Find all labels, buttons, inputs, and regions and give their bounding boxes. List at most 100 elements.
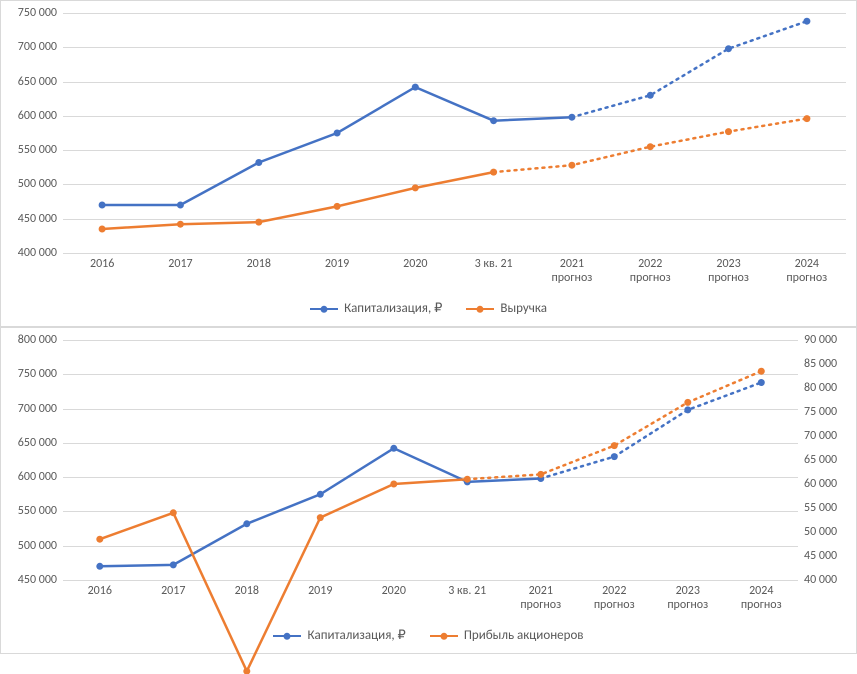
plot-area: 450 000500 000550 000600 000650 000700 0… [63,340,798,580]
plot-area: 400 000450 000500 000550 000600 000650 0… [63,13,846,253]
x-tick-label: 2021прогноз [504,580,578,620]
series-marker [758,379,765,386]
series-marker [99,226,106,233]
series-marker [647,92,654,99]
legend-label: Капитализация, ₽ [307,628,405,643]
x-tick-label: 2020 [376,253,454,293]
y-tick-label: 450 000 [18,573,63,587]
series-marker [334,130,341,137]
series-line-dashed [541,383,762,479]
x-axis: 201620172018201920203 кв. 212021прогноз2… [63,253,846,293]
series-marker [99,202,106,209]
series-marker [177,221,184,228]
x-tick-label: 2021прогноз [533,253,611,293]
x-tick-label: 2017 [137,580,211,620]
series-marker [568,162,575,169]
series-marker [611,453,618,460]
legend-item: Капитализация, ₽ [310,301,442,316]
y-tick-label: 750 000 [18,367,63,381]
y-tick-label: 550 000 [18,504,63,518]
legend: Капитализация, ₽ Прибыль акционеров [1,620,856,653]
series-line-solid [102,172,494,229]
x-tick-label: 3 кв. 21 [431,580,505,620]
series-marker [684,406,691,413]
series-marker [725,45,732,52]
series-marker [412,84,419,91]
x-tick-label: 2023прогноз [651,580,725,620]
series-marker [758,368,765,375]
x-tick-label: 2018 [220,253,298,293]
series-marker [464,476,471,483]
series-marker [647,143,654,150]
y2-tick-label: 70 000 [798,429,837,443]
series-marker [170,509,177,516]
legend-label: Капитализация, ₽ [344,301,442,316]
y-tick-label: 500 000 [18,539,63,553]
y-tick-label: 700 000 [18,40,63,54]
x-axis: 201620172018201920203 кв. 212021прогноз2… [63,580,798,620]
series-marker [255,159,262,166]
series-marker [177,202,184,209]
y2-tick-label: 55 000 [798,501,837,515]
series-marker [490,169,497,176]
series-marker [537,471,544,478]
series-line-solid [102,87,572,205]
series-marker [611,442,618,449]
x-tick-label: 2017 [141,253,219,293]
series-marker [490,117,497,124]
legend-marker-icon [321,305,328,312]
series-marker [243,520,250,527]
series-marker [803,115,810,122]
series-marker [317,514,324,521]
x-tick-label: 2019 [284,580,358,620]
series-line-dashed [572,21,807,117]
y2-tick-label: 65 000 [798,453,837,467]
chart-svg [63,13,846,253]
series-marker [96,563,103,570]
series-marker [684,399,691,406]
chart-top: 400 000450 000500 000550 000600 000650 0… [0,0,857,327]
legend-marker-icon [284,632,291,639]
y-tick-label: 700 000 [18,402,63,416]
legend-item: Прибыль акционеров [430,628,584,643]
legend-marker-icon [477,305,484,312]
legend-marker-icon [440,632,447,639]
series-marker [390,445,397,452]
y2-tick-label: 40 000 [798,573,837,587]
series-marker [725,128,732,135]
series-marker [412,184,419,191]
y-tick-label: 650 000 [18,436,63,450]
y-tick-label: 600 000 [18,109,63,123]
y2-tick-label: 80 000 [798,381,837,395]
legend-label: Прибыль акционеров [464,628,584,643]
series-marker [334,203,341,210]
series-marker [568,114,575,121]
series-marker [255,219,262,226]
x-tick-label: 2018 [210,580,284,620]
legend-swatch [430,635,458,637]
x-tick-label: 2016 [63,253,141,293]
y-tick-label: 650 000 [18,75,63,89]
chart-svg [63,340,798,580]
y2-tick-label: 85 000 [798,357,837,371]
x-tick-label: 2024прогноз [768,253,846,293]
x-tick-label: 2020 [357,580,431,620]
y-tick-label: 450 000 [18,212,63,226]
x-tick-label: 3 кв. 21 [454,253,532,293]
x-tick-label: 2022прогноз [578,580,652,620]
chart-bottom: 450 000500 000550 000600 000650 000700 0… [0,327,857,654]
series-marker [390,481,397,488]
legend-label: Выручка [500,301,547,316]
x-tick-label: 2022прогноз [611,253,689,293]
legend: Капитализация, ₽ Выручка [1,293,856,326]
series-marker [96,536,103,543]
y2-tick-label: 60 000 [798,477,837,491]
legend-swatch [310,308,338,310]
x-tick-label: 2023прогноз [689,253,767,293]
series-line-dashed [467,371,761,479]
series-marker [170,561,177,568]
legend-swatch [273,635,301,637]
y2-tick-label: 50 000 [798,525,837,539]
y-tick-label: 500 000 [18,177,63,191]
y-tick-label: 800 000 [18,333,63,347]
